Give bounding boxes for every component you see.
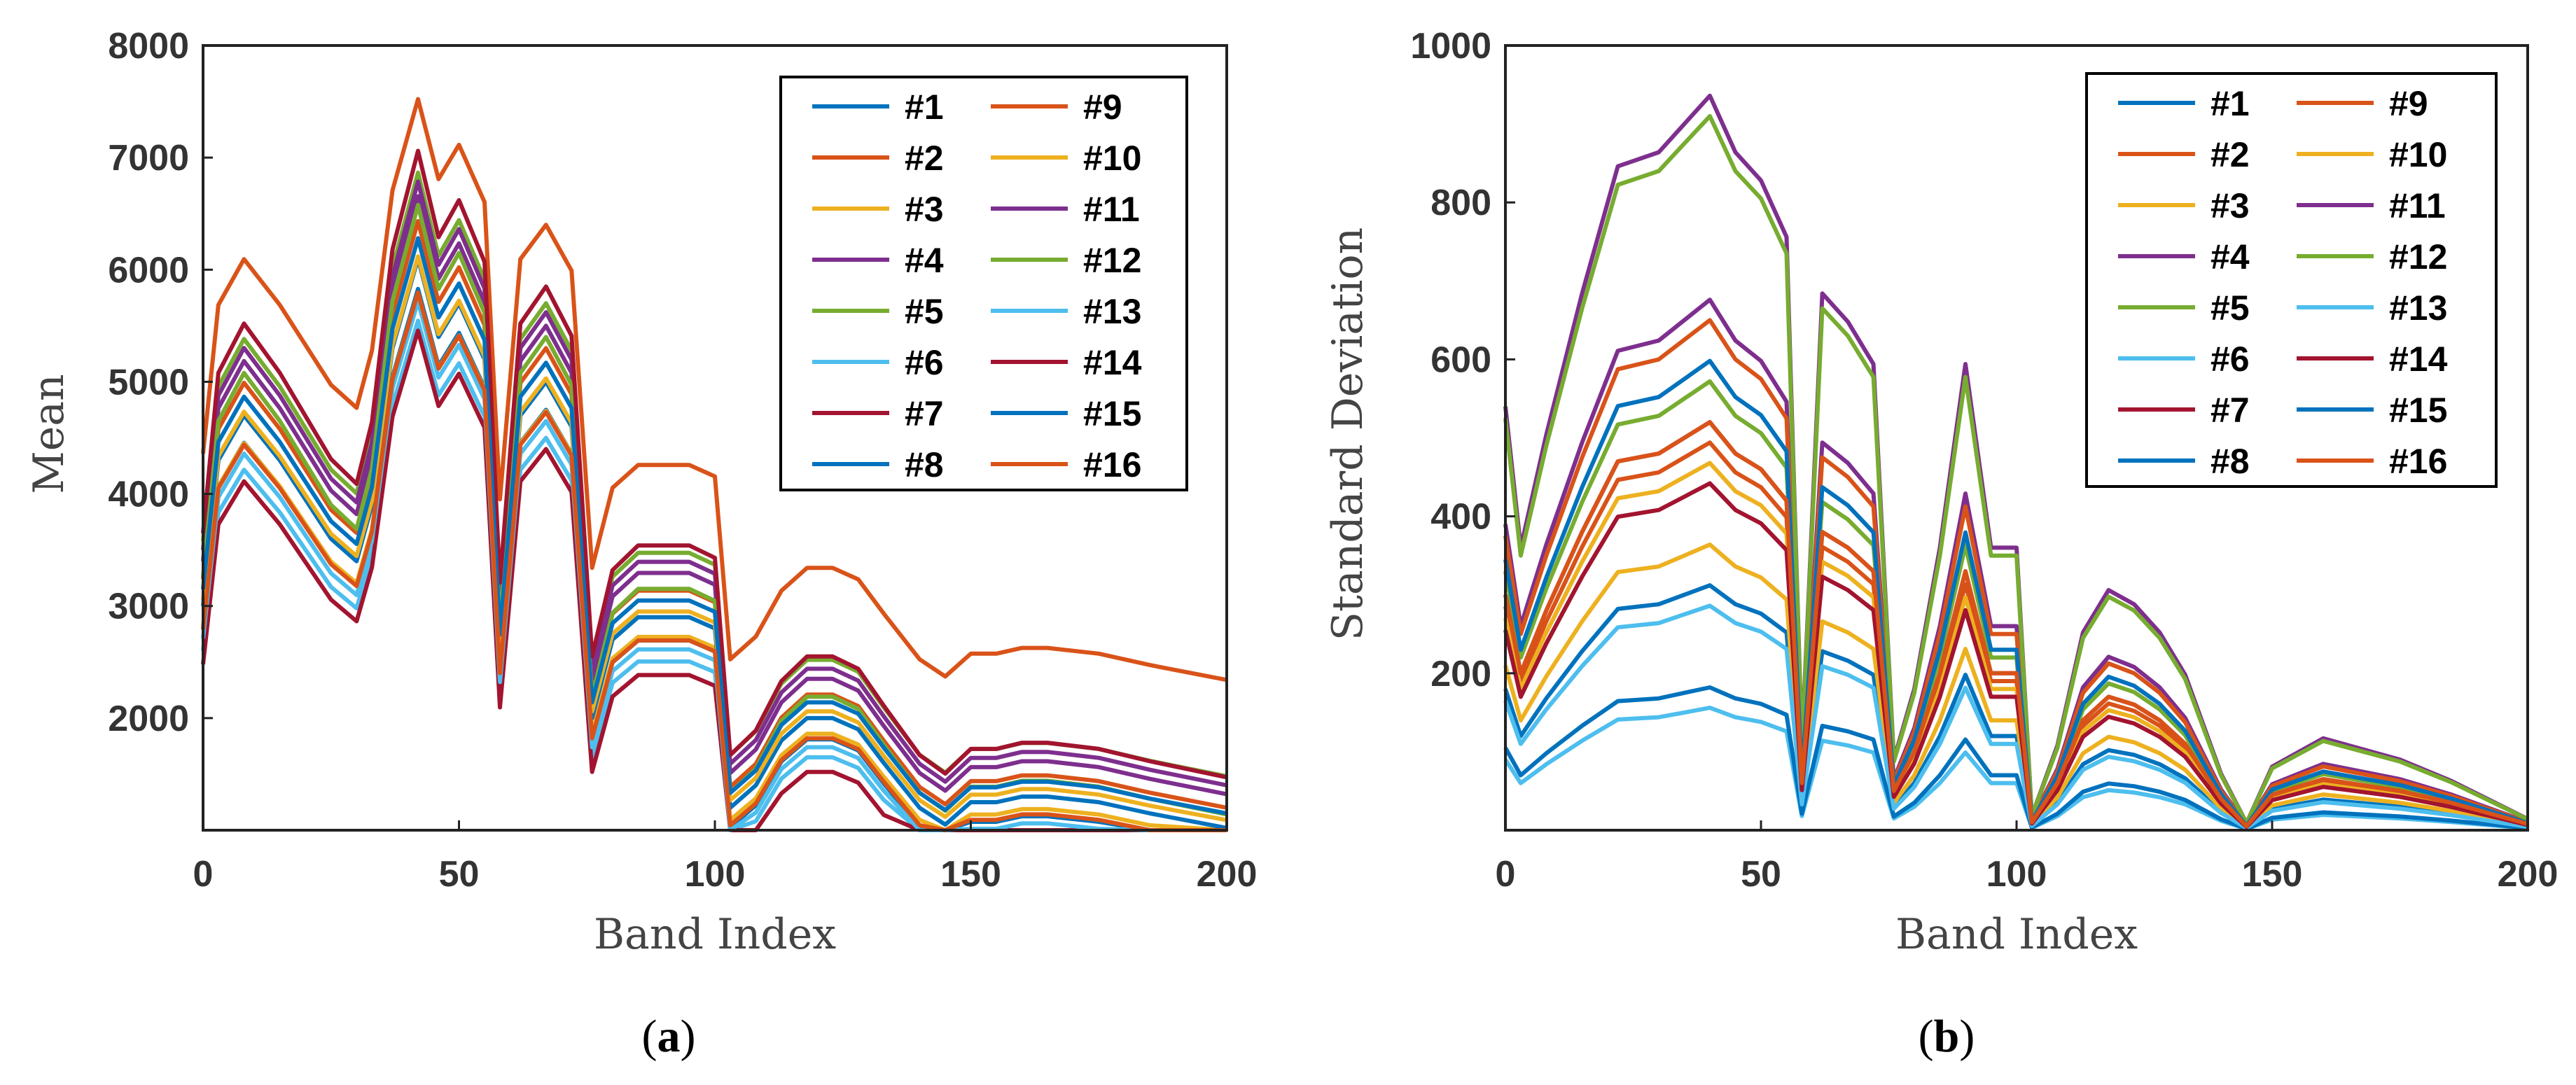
legend-box [779, 76, 1188, 491]
legend-label: #13 [2389, 288, 2447, 328]
chart-mean: Mean Band Index 0 50 100 150 200 2000 3000 4000… [25, 26, 1257, 959]
y-tick-label: 2000 [108, 699, 189, 739]
x-tick-label: 150 [2242, 854, 2303, 895]
x-tick-label: 100 [1986, 854, 2047, 895]
legend-label: #4 [2211, 237, 2250, 276]
y-tick-label: 4000 [108, 475, 189, 515]
legend-label: #16 [2389, 442, 2447, 481]
legend-label: #5 [2211, 288, 2250, 328]
y-tick-label: 6000 [108, 250, 189, 290]
series-line-9 [1503, 318, 2528, 827]
series-line-10 [1503, 542, 2528, 830]
series-line-16 [1503, 420, 2528, 829]
legend-label: #6 [905, 343, 944, 382]
legend-label: #13 [1083, 292, 1141, 331]
legend-label: #12 [2389, 237, 2447, 276]
legend-label: #3 [905, 190, 944, 229]
legend-label: #11 [1083, 190, 1140, 229]
y-tick-label: 8000 [108, 26, 189, 66]
series-line-15 [1503, 358, 2528, 828]
legend-label: #15 [1083, 394, 1141, 433]
series-line-9 [201, 97, 1227, 682]
legend-label: #11 [2389, 186, 2446, 225]
series-line-12 [1503, 113, 2529, 826]
ylabel-mean: Mean [25, 374, 74, 493]
series-line-14 [201, 148, 1227, 780]
legend-label: #3 [2211, 186, 2250, 225]
x-tick-label: 200 [1197, 854, 1258, 895]
legend-label: #2 [2211, 135, 2250, 174]
legend-label: #14 [1083, 343, 1142, 382]
legend-label: #10 [1083, 139, 1141, 178]
x-tick-label: 0 [193, 854, 214, 895]
legend-label: #9 [1083, 88, 1122, 127]
y-tick-label: 400 [1430, 497, 1491, 538]
y-tick-label: 7000 [108, 138, 189, 178]
legend-label: #2 [905, 139, 944, 178]
legend-label: #10 [2389, 135, 2447, 174]
series-line-16 [201, 290, 1227, 832]
legend-label: #15 [2389, 391, 2447, 430]
chart-std: Standard Deviation Band Index 0 50 100 150 2… [1323, 26, 2558, 959]
legend-label: #8 [905, 445, 944, 484]
x-tick-label: 50 [439, 854, 480, 895]
y-tick-label: 1000 [1410, 26, 1491, 66]
legend-label: #1 [2211, 84, 2250, 123]
caption-b: (b) [1919, 1011, 1975, 1062]
y-tick-label: 200 [1430, 654, 1491, 694]
legend-box [2085, 72, 2498, 488]
legend-label: #9 [2389, 84, 2428, 123]
x-tick-label: 100 [685, 854, 746, 895]
y-tick-label: 3000 [108, 587, 189, 627]
xlabel-mean: Band Index [594, 910, 836, 959]
series-line-8 [1503, 685, 2528, 831]
legend-label: #4 [905, 241, 944, 280]
ylabel-std: Standard Deviation [1323, 227, 1372, 641]
legend-label: #16 [1083, 445, 1141, 484]
series-line-15 [201, 236, 1227, 816]
y-tick-label: 600 [1430, 340, 1491, 380]
y-tick-label: 5000 [108, 362, 189, 402]
legend-label: #14 [2389, 340, 2448, 379]
series-line-14 [1503, 481, 2528, 830]
legend-label: #12 [1083, 241, 1141, 280]
x-tick-label: 50 [1741, 854, 1781, 895]
legend-label: #6 [2211, 340, 2250, 379]
legend-label: #1 [905, 88, 944, 127]
x-tick-label: 0 [1496, 854, 1516, 895]
series-line-13 [1503, 603, 2528, 830]
y-tick-label: 800 [1430, 183, 1491, 223]
caption-a: (a) [642, 1011, 696, 1062]
legend-label: #7 [2211, 391, 2250, 430]
legend-label: #8 [2211, 442, 2250, 481]
x-tick-label: 200 [2498, 854, 2558, 895]
legend-label: #5 [905, 292, 944, 331]
xlabel-std: Band Index [1895, 910, 2138, 959]
x-tick-label: 150 [940, 854, 1001, 895]
series-line-11 [201, 179, 1227, 788]
legend-label: #7 [905, 394, 944, 433]
